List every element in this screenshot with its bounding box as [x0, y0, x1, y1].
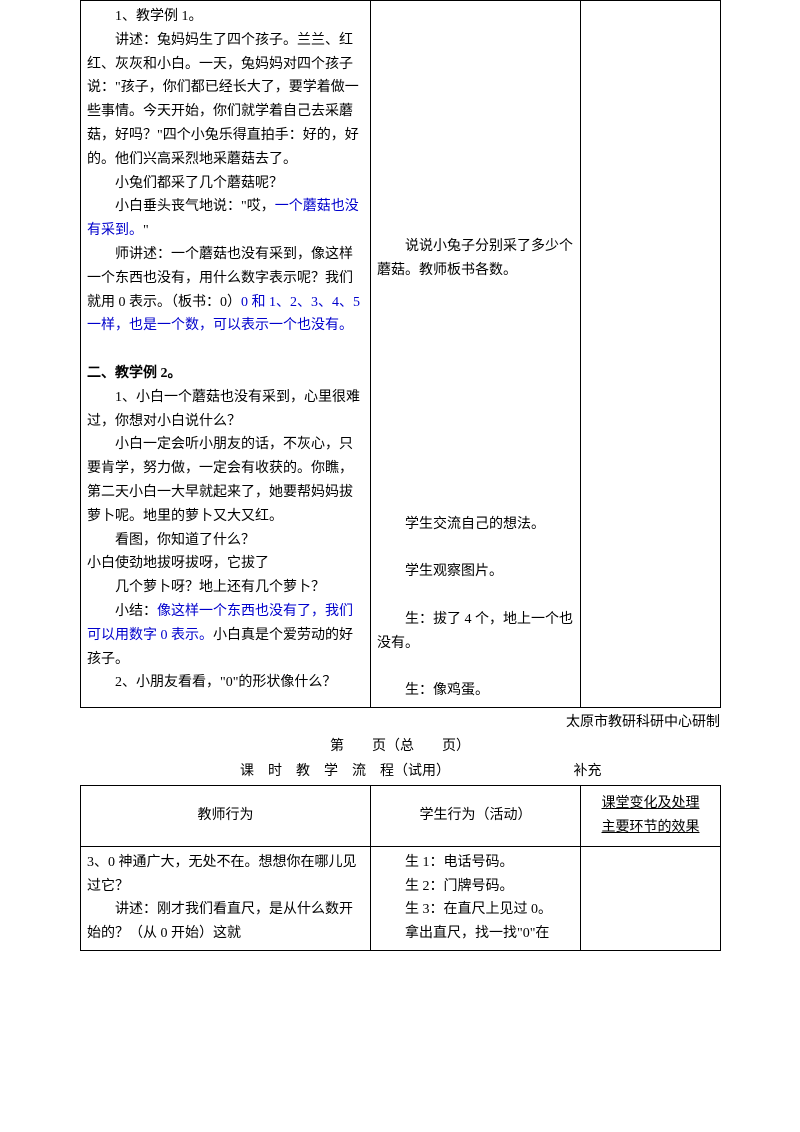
t1-p9: 小白使劲地拔呀拔呀，它拔了	[87, 556, 269, 571]
t1-p2: 讲述：兔妈妈生了四个孩子。兰兰、红红、灰灰和小白。一天，兔妈妈对四个孩子说："孩…	[87, 29, 364, 172]
t2-p2: 讲述：刚才我们看直尺，是从什么数开始的？（从 0 开始）这就	[87, 898, 364, 946]
t1-p5: 师讲述：一个蘑菇也没有采到，像这样一个东西也没有，用什么数字表示呢？我们就用 0…	[87, 243, 364, 338]
t1-p3: 小兔们都采了几个蘑菇呢？	[87, 172, 364, 196]
table1-col-teacher: 1、教学例 1。 讲述：兔妈妈生了四个孩子。兰兰、红红、灰灰和小白。一天，兔妈妈…	[81, 1, 371, 708]
page-number: 第 页（总 页）	[0, 736, 800, 758]
table2-col-student: 生 1：电话号码。 生 2：门牌号码。 生 3：在直尺上见过 0。 拿出直尺，找…	[371, 846, 581, 950]
footer-note: 太原市教研科研中心研制	[0, 712, 720, 734]
table2-h3: 课堂变化及处理 主要环节的效果	[581, 786, 721, 847]
table2-col-notes	[581, 846, 721, 950]
table2-h1: 教师行为	[81, 786, 371, 847]
t1-r5: 生：像鸡蛋。	[377, 679, 574, 703]
t1-p8: 看图，你知道了什么？	[87, 529, 364, 553]
t1-p12: 2、小朋友看看，"0"的形状像什么？	[87, 671, 364, 695]
table2-header-row: 教师行为 学生行为（活动） 课堂变化及处理 主要环节的效果	[81, 786, 721, 847]
t1-p6: 1、小白一个蘑菇也没有采到，心里很难过，你想对小白说什么？	[87, 386, 364, 434]
t1-p1: 1、教学例 1。	[87, 5, 364, 29]
table2-h2: 学生行为（活动）	[371, 786, 581, 847]
t1-p4: 小白垂头丧气地说："哎，一个蘑菇也没有采到。"	[87, 195, 364, 243]
t1-r1: 说说小兔子分别采了多少个蘑菇。教师板书各数。	[377, 235, 574, 283]
table2-col-teacher: 3、0 神通广大，无处不在。想想你在哪儿见过它？ 讲述：刚才我们看直尺，是从什么…	[81, 846, 371, 950]
t1-r2: 学生交流自己的想法。	[377, 513, 574, 537]
t2-r1: 生 1：电话号码。	[377, 851, 574, 875]
t2-r2: 生 2：门牌号码。	[377, 875, 574, 899]
t2-r4: 拿出直尺，找一找"0"在	[377, 922, 574, 946]
table1-col-student: 说说小兔子分别采了多少个蘑菇。教师板书各数。 学生交流自己的想法。 学生观察图片…	[371, 1, 581, 708]
lesson-table-1: 1、教学例 1。 讲述：兔妈妈生了四个孩子。兰兰、红红、灰灰和小白。一天，兔妈妈…	[80, 0, 721, 708]
flow-title: 课 时 教 学 流 程（试用） 补充	[240, 761, 800, 783]
t1-p10: 几个萝卜呀？地上还有几个萝卜？	[87, 576, 364, 600]
lesson-table-2: 教师行为 学生行为（活动） 课堂变化及处理 主要环节的效果 3、0 神通广大，无…	[80, 785, 721, 951]
table1-col-notes	[581, 1, 721, 708]
t2-r3: 生 3：在直尺上见过 0。	[377, 898, 574, 922]
t1-r3: 学生观察图片。	[377, 560, 574, 584]
t1-p7: 小白一定会听小朋友的话，不灰心，只要肯学，努力做，一定会有收获的。你瞧，第二天小…	[87, 433, 364, 528]
supplement-label: 补充	[574, 761, 602, 783]
t1-r4: 生：拔了 4 个，地上一个也没有。	[377, 608, 574, 656]
t2-p1: 3、0 神通广大，无处不在。想想你在哪儿见过它？	[87, 855, 357, 894]
t1-h2: 二、教学例 2。	[87, 366, 182, 381]
t1-p11: 小结：像这样一个东西也没有了，我们可以用数字 0 表示。小白真是个爱劳动的好孩子…	[87, 600, 364, 671]
